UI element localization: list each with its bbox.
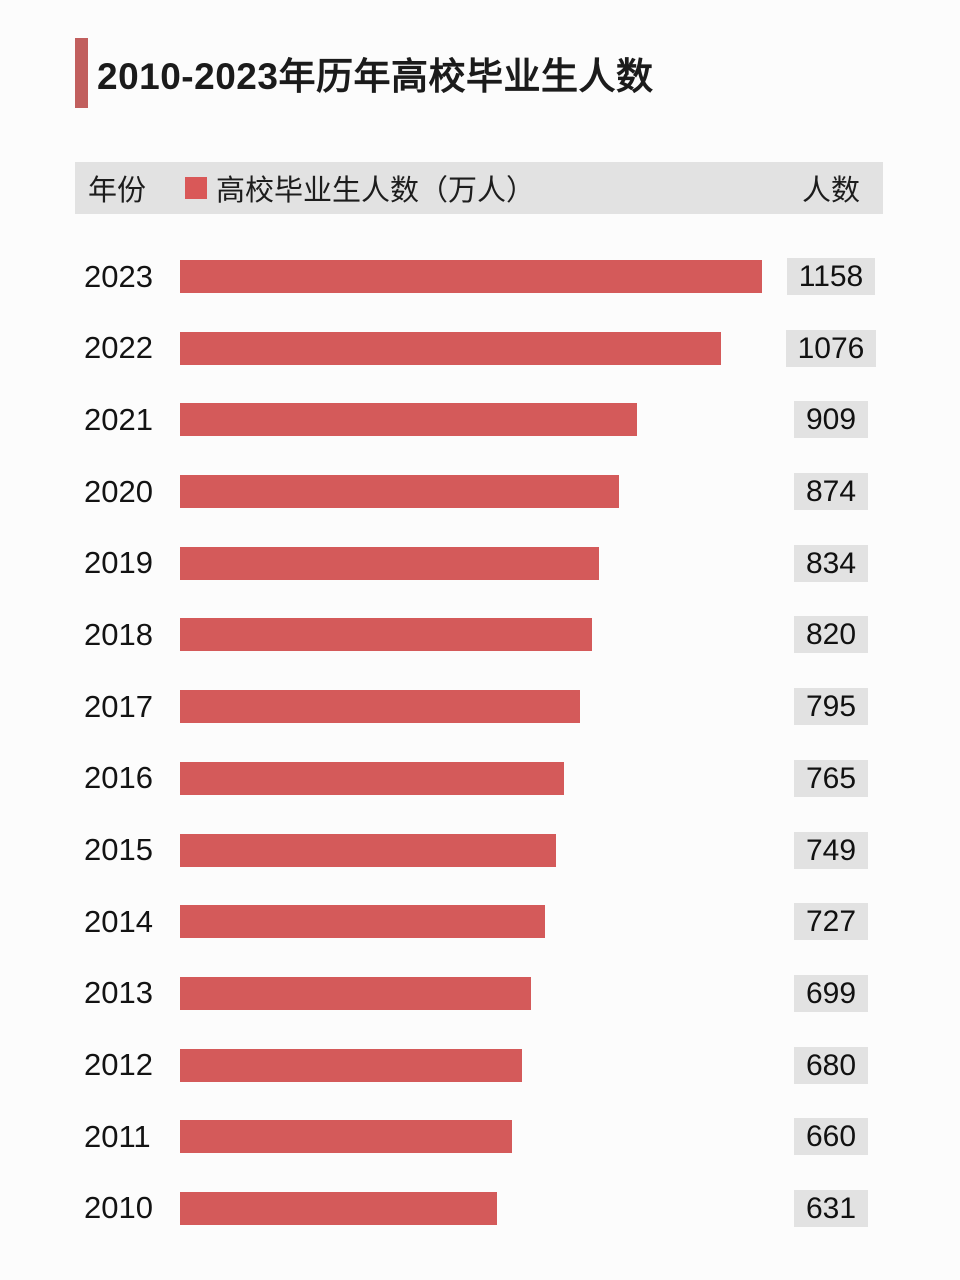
value-bar: [180, 260, 762, 293]
title-accent-bar: [75, 38, 88, 108]
year-label: 2022: [84, 330, 153, 366]
value-badge: 727: [793, 903, 869, 941]
value-cell: 660: [762, 1118, 900, 1156]
chart-row: 2016 765: [75, 759, 900, 797]
bar-track: [180, 618, 762, 652]
year-label: 2013: [84, 975, 153, 1011]
year-label: 2016: [84, 760, 153, 796]
value-bar: [180, 331, 721, 365]
value-badge: 631: [793, 1189, 869, 1227]
chart-rows: 2023 1158 2022 1076 2021 909 2020 874: [75, 258, 900, 1227]
value-cell: 680: [762, 1046, 900, 1084]
value-cell: 727: [762, 903, 900, 941]
header-year-label: 年份: [88, 175, 147, 207]
header-count-label: 人数: [801, 175, 860, 207]
value-cell: 749: [762, 831, 900, 869]
chart-row: 2019 834: [75, 544, 900, 582]
legend-swatch-icon: [185, 177, 208, 199]
value-cell: 834: [762, 544, 900, 582]
value-badge: 1076: [785, 329, 877, 367]
value-cell: 795: [762, 688, 900, 726]
value-badge: 874: [793, 473, 869, 511]
year-label: 2018: [84, 616, 153, 652]
bar-track: [180, 403, 762, 437]
year-label: 2019: [84, 545, 153, 581]
chart-row: 2011 660: [75, 1118, 900, 1156]
value-cell: 765: [762, 759, 900, 797]
chart-row: 2022 1076: [75, 329, 900, 367]
value-badge: 699: [793, 974, 869, 1012]
header-series-label: 高校毕业生人数（万人）: [216, 175, 536, 207]
value-bar: [180, 976, 532, 1010]
value-cell: 820: [762, 616, 900, 654]
chart-row: 2010 631: [75, 1189, 900, 1227]
year-label: 2015: [84, 832, 153, 867]
year-label: 2014: [84, 903, 153, 939]
value-cell: 699: [762, 974, 900, 1012]
value-bar: [180, 1191, 498, 1225]
chart-row: 2023 1158: [75, 258, 900, 295]
chart-row: 2014 727: [75, 903, 900, 941]
chart-row: 2015 749: [75, 831, 900, 869]
chart-row: 2012 680: [75, 1046, 900, 1084]
chart-row: 2021 909: [75, 401, 900, 439]
value-bar: [180, 1048, 522, 1082]
chart-row: 2013 699: [75, 974, 900, 1012]
title-block: 2010-2023年历年高校毕业生人数: [75, 38, 653, 108]
value-badge: 1158: [786, 258, 876, 295]
year-label: 2021: [84, 401, 153, 437]
chart-row: 2020 874: [75, 473, 900, 511]
value-badge: 834: [793, 544, 869, 582]
value-cell: 909: [762, 401, 900, 439]
year-label: 2010: [84, 1190, 153, 1226]
chart-row: 2017 795: [75, 688, 900, 726]
year-label: 2012: [84, 1047, 153, 1083]
value-bar: [180, 690, 580, 724]
bar-track: [180, 1191, 762, 1225]
year-label: 2017: [84, 688, 153, 724]
value-bar: [180, 761, 565, 795]
value-bar: [180, 905, 546, 939]
bar-track: [180, 1120, 762, 1154]
value-cell: 1076: [762, 329, 900, 367]
value-badge: 660: [793, 1118, 869, 1156]
chart-header: 年份 高校毕业生人数（万人） 人数: [75, 162, 883, 214]
bar-track: [180, 905, 762, 939]
value-badge: 749: [793, 831, 869, 869]
value-bar: [180, 1120, 512, 1154]
bar-track: [180, 761, 762, 795]
value-badge: 795: [793, 688, 869, 726]
bar-track: [180, 331, 762, 365]
year-label: 2023: [84, 258, 153, 294]
value-badge: 680: [793, 1046, 869, 1084]
bar-track: [180, 260, 762, 293]
value-cell: 631: [762, 1189, 900, 1227]
chart-row: 2018 820: [75, 616, 900, 654]
value-bar: [180, 475, 620, 509]
bar-track: [180, 976, 762, 1010]
value-bar: [180, 403, 637, 437]
value-bar: [180, 833, 557, 867]
bar-track: [180, 1048, 762, 1082]
year-label: 2011: [84, 1118, 151, 1154]
year-label: 2020: [84, 473, 153, 509]
bar-track: [180, 475, 762, 509]
bar-track: [180, 833, 762, 867]
value-cell: 1158: [762, 258, 900, 295]
bar-track: [180, 546, 762, 580]
page-title: 2010-2023年历年高校毕业生人数: [97, 56, 654, 97]
value-badge: 820: [793, 616, 869, 654]
value-bar: [180, 618, 593, 652]
value-badge: 765: [793, 759, 869, 797]
value-cell: 874: [762, 473, 900, 511]
bar-track: [180, 690, 762, 724]
value-badge: 909: [793, 401, 869, 439]
value-bar: [180, 546, 600, 580]
